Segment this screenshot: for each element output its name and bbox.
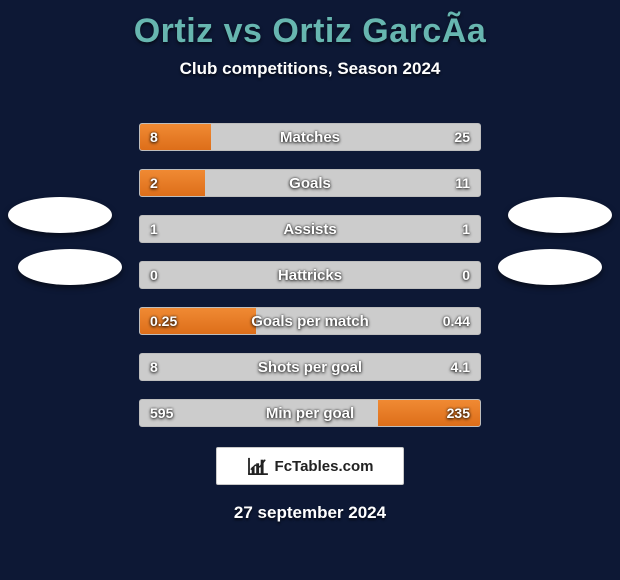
team-logo-3 [498,249,602,285]
stat-row: 0.250.44Goals per match [139,307,481,335]
stat-label: Goals [140,170,480,196]
stat-label: Shots per goal [140,354,480,380]
team-logo-2 [508,197,612,233]
stat-label: Goals per match [140,308,480,334]
stat-row: 84.1Shots per goal [139,353,481,381]
stat-row: 00Hattricks [139,261,481,289]
page-title: Ortiz vs Ortiz GarcÃa [0,0,620,51]
team-logo-1 [18,249,122,285]
stat-label: Assists [140,216,480,242]
branding-box: FcTables.com [216,447,404,485]
stat-label: Hattricks [140,262,480,288]
subtitle: Club competitions, Season 2024 [0,59,620,79]
branding-chart-icon [247,457,269,475]
stat-row: 11Assists [139,215,481,243]
date-text: 27 september 2024 [0,503,620,523]
branding-text: FcTables.com [275,458,374,475]
stats-bars: 825Matches 211Goals 11Assists 00Hattricks 0.… [139,123,481,427]
stat-row: 595235Min per goal [139,399,481,427]
team-logo-0 [8,197,112,233]
stat-row: 211Goals [139,169,481,197]
stat-row: 825Matches [139,123,481,151]
stat-label: Matches [140,124,480,150]
stat-label: Min per goal [140,400,480,426]
